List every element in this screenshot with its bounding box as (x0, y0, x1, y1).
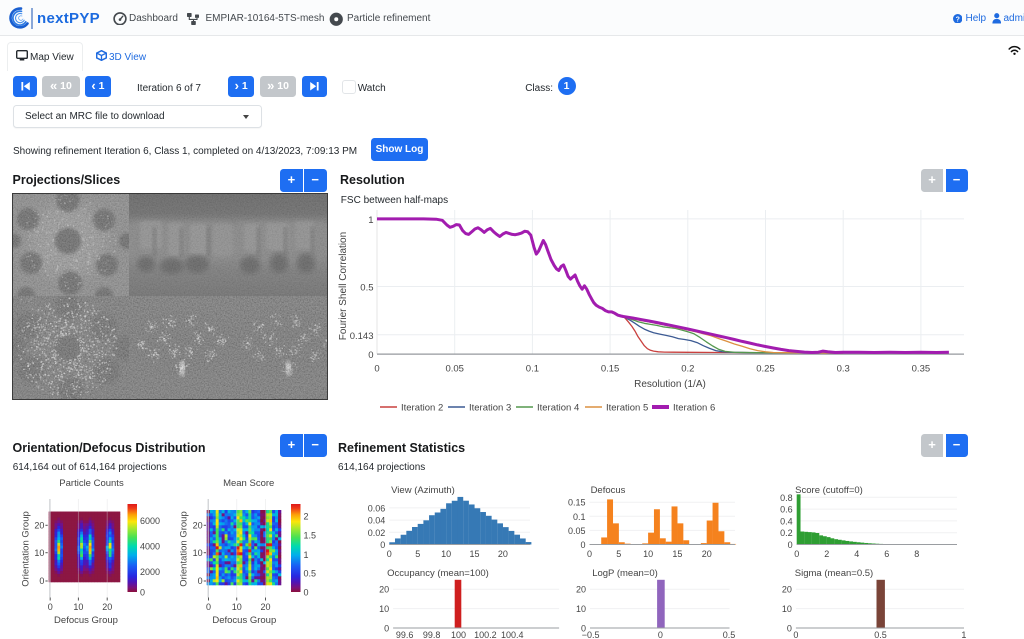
svg-text:0.4: 0.4 (780, 516, 793, 526)
svg-text:0.1: 0.1 (573, 512, 586, 522)
svg-text:0.6: 0.6 (780, 505, 793, 515)
svg-text:0.15: 0.15 (568, 498, 586, 508)
svg-text:2: 2 (824, 549, 829, 559)
svg-text:100.4: 100.4 (501, 630, 524, 639)
svg-text:0.04: 0.04 (368, 516, 386, 526)
svg-text:20: 20 (782, 585, 792, 595)
svg-text:15: 15 (672, 549, 682, 559)
svg-text:Score (cutoff=0): Score (cutoff=0) (795, 485, 863, 496)
svg-text:10: 10 (643, 549, 653, 559)
svg-text:5: 5 (616, 549, 621, 559)
svg-text:Occupancy (mean=100): Occupancy (mean=100) (387, 568, 489, 579)
svg-text:10: 10 (379, 604, 389, 614)
svg-text:4: 4 (854, 549, 859, 559)
svg-text:20: 20 (702, 549, 712, 559)
svg-text:15: 15 (469, 549, 479, 559)
svg-text:0: 0 (580, 540, 585, 550)
svg-text:0: 0 (387, 549, 392, 559)
svg-text:5: 5 (415, 549, 420, 559)
svg-text:99.8: 99.8 (423, 630, 441, 639)
svg-text:100.2: 100.2 (474, 630, 497, 639)
svg-text:0: 0 (658, 630, 663, 639)
svg-text:Defocus: Defocus (591, 485, 626, 496)
svg-text:10: 10 (782, 604, 792, 614)
svg-text:0.06: 0.06 (368, 503, 386, 513)
svg-text:View (Azimuth): View (Azimuth) (391, 485, 455, 496)
svg-text:0: 0 (787, 624, 792, 634)
svg-text:0: 0 (380, 540, 385, 550)
svg-text:0: 0 (788, 540, 793, 550)
svg-text:0.05: 0.05 (568, 526, 586, 536)
svg-text:0: 0 (793, 630, 798, 639)
svg-text:20: 20 (498, 549, 508, 559)
svg-text:8: 8 (914, 549, 919, 559)
svg-text:−0.5: −0.5 (582, 630, 600, 639)
svg-text:0: 0 (794, 549, 799, 559)
svg-text:LogP (mean=0): LogP (mean=0) (592, 568, 658, 579)
svg-text:1: 1 (961, 630, 966, 639)
svg-text:?: ? (955, 16, 959, 23)
svg-text:0.8: 0.8 (780, 493, 793, 503)
svg-text:99.6: 99.6 (396, 630, 414, 639)
svg-text:10: 10 (441, 549, 451, 559)
svg-text:0: 0 (587, 549, 592, 559)
svg-text:0.5: 0.5 (723, 630, 736, 639)
svg-text:0.2: 0.2 (780, 528, 793, 538)
svg-text:100: 100 (451, 630, 466, 639)
svg-text:Sigma (mean=0.5): Sigma (mean=0.5) (795, 568, 873, 579)
svg-text:20: 20 (379, 585, 389, 595)
svg-text:0: 0 (384, 624, 389, 634)
svg-text:6: 6 (884, 549, 889, 559)
svg-text:10: 10 (576, 604, 586, 614)
svg-text:20: 20 (576, 585, 586, 595)
svg-text:0.02: 0.02 (368, 528, 386, 538)
svg-text:0.5: 0.5 (874, 630, 887, 639)
